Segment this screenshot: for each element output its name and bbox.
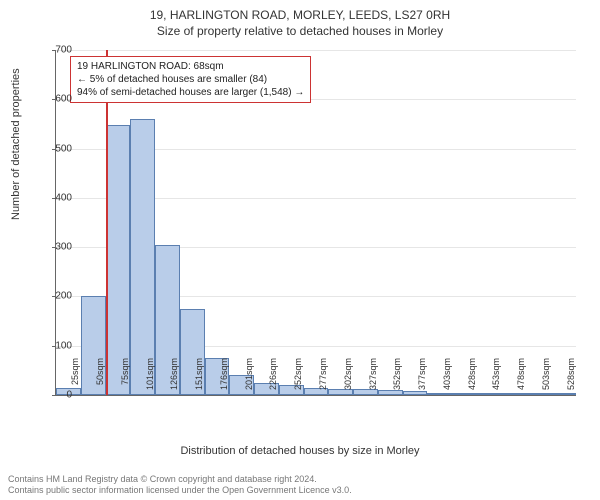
xtick-label: 302sqm	[343, 358, 353, 398]
ytick-label: 0	[42, 390, 72, 401]
xtick-label: 377sqm	[417, 358, 427, 398]
xtick-label: 252sqm	[293, 358, 303, 398]
footer-attribution: Contains HM Land Registry data © Crown c…	[8, 474, 352, 496]
footer-line: Contains HM Land Registry data © Crown c…	[8, 474, 352, 485]
xtick-label: 403sqm	[442, 358, 452, 398]
ytick-label: 400	[42, 192, 72, 203]
annotation-line: ← 5% of detached houses are smaller (84)	[77, 73, 304, 86]
y-axis-label: Number of detached properties	[10, 68, 22, 220]
xtick-label: 503sqm	[541, 358, 551, 398]
xtick-label: 151sqm	[194, 358, 204, 398]
ytick-label: 200	[42, 291, 72, 302]
xtick-label: 50sqm	[95, 358, 105, 398]
xtick-label: 25sqm	[70, 358, 80, 398]
page-title-line2: Size of property relative to detached ho…	[0, 22, 600, 38]
xtick-label: 352sqm	[392, 358, 402, 398]
ytick-label: 700	[42, 45, 72, 56]
xtick-label: 226sqm	[268, 358, 278, 398]
ytick-label: 100	[42, 340, 72, 351]
histogram-bar	[130, 119, 155, 395]
x-axis-label: Distribution of detached houses by size …	[0, 445, 600, 457]
xtick-label: 528sqm	[566, 358, 576, 398]
ytick-label: 500	[42, 143, 72, 154]
xtick-label: 277sqm	[318, 358, 328, 398]
xtick-label: 201sqm	[244, 358, 254, 398]
ytick-label: 300	[42, 242, 72, 253]
chart-annotation-box: 19 HARLINGTON ROAD: 68sqm ← 5% of detach…	[70, 56, 311, 103]
xtick-label: 126sqm	[169, 358, 179, 398]
page-title-line1: 19, HARLINGTON ROAD, MORLEY, LEEDS, LS27…	[0, 0, 600, 22]
annotation-line: 94% of semi-detached houses are larger (…	[77, 86, 304, 99]
xtick-label: 327sqm	[368, 358, 378, 398]
xtick-label: 75sqm	[120, 358, 130, 398]
footer-line: Contains public sector information licen…	[8, 485, 352, 496]
xtick-label: 101sqm	[145, 358, 155, 398]
xtick-label: 176sqm	[219, 358, 229, 398]
xtick-label: 478sqm	[516, 358, 526, 398]
histogram-bar	[106, 125, 131, 395]
annotation-line: 19 HARLINGTON ROAD: 68sqm	[77, 60, 304, 73]
ytick-label: 600	[42, 94, 72, 105]
xtick-label: 453sqm	[491, 358, 501, 398]
gridline	[56, 50, 576, 51]
xtick-label: 428sqm	[467, 358, 477, 398]
